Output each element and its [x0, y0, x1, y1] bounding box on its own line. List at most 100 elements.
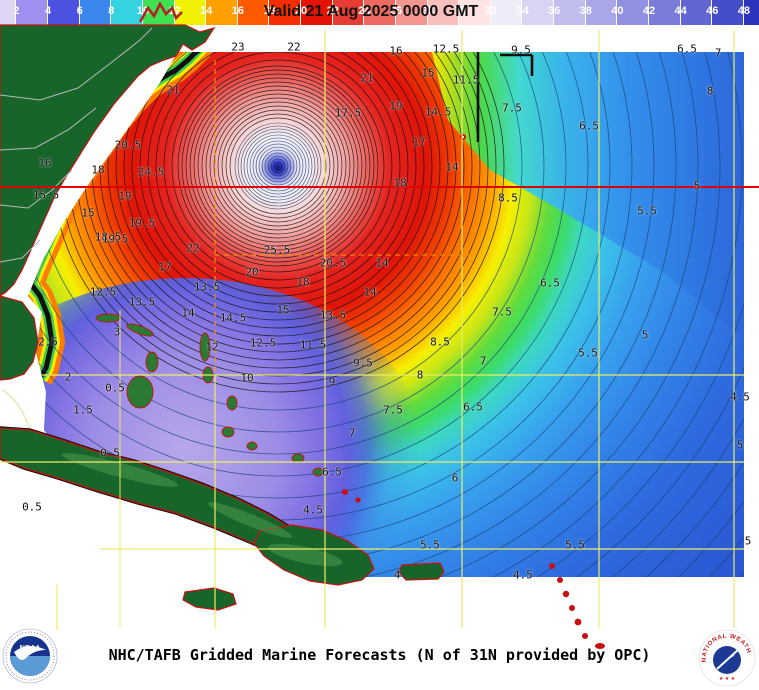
contour-label: 18	[91, 163, 105, 177]
contour-label: 22	[287, 40, 301, 54]
color-scale-cell	[712, 0, 744, 25]
contour-label: 6	[451, 471, 459, 485]
color-scale-cell	[237, 0, 270, 25]
contour-label: 4.5	[513, 568, 533, 582]
contour-label: 17	[412, 135, 426, 149]
terrain-texture	[62, 453, 343, 567]
map-background	[0, 25, 759, 632]
contour-label: 15	[276, 303, 290, 317]
contour-label: 9.5	[353, 356, 373, 370]
color-scale-cell	[490, 0, 523, 25]
contour-label: 21	[166, 83, 180, 97]
contour-label: 6.5	[579, 119, 599, 133]
contour-label: 3	[113, 325, 121, 339]
valid-time-text: Valid 21 Aug 2025 0000 GMT	[263, 3, 479, 20]
color-scale-cell	[174, 0, 207, 25]
contour-label: 12	[205, 340, 219, 354]
contour-label: 18.5	[94, 230, 122, 244]
color-scale-cell	[585, 0, 618, 25]
contour-label: 15	[81, 206, 95, 220]
contour-label: 14	[181, 306, 195, 320]
contour-label: 16	[389, 44, 403, 58]
contour-label: 14	[445, 160, 459, 174]
contour-label: 17.5	[334, 106, 362, 120]
contour-label: 6.5	[540, 276, 560, 290]
contour-label: 18	[393, 176, 407, 190]
contour-label: 15.5	[32, 188, 60, 202]
contour-label: 9	[328, 375, 336, 389]
contour-label: 6.5	[677, 42, 697, 56]
contour-label: 2	[64, 370, 72, 384]
bahamas-islands	[95, 313, 361, 503]
color-scale-cell	[206, 0, 238, 25]
contour-label: 7.5	[383, 403, 403, 417]
contour-label: 15	[421, 66, 435, 80]
contour-label: 8.5	[430, 335, 450, 349]
contour-label: 13.5	[319, 308, 347, 322]
contour-label: 24.5	[137, 165, 165, 179]
puerto-rico-land	[398, 562, 445, 581]
contour-label: 18	[296, 275, 310, 289]
nws-logo-stars: ★ ★ ★	[719, 676, 736, 682]
color-scale-cell	[680, 0, 713, 25]
svg-text:NATIONAL WEATHER SERVICE: NATIONAL WEATHER SERVICE	[0, 0, 752, 662]
contour-label: 7.5	[492, 305, 512, 319]
contour-label: 1.5	[73, 403, 93, 417]
contour-label: 14	[375, 256, 389, 270]
contour-label: 5	[641, 328, 649, 342]
contour-label: 16	[38, 156, 52, 170]
cuba-offshore-contour	[0, 426, 333, 568]
contour-label: 5	[744, 534, 752, 548]
contour-label: 19.5	[101, 232, 129, 246]
color-scale-cell	[0, 0, 17, 25]
color-scale-cell	[16, 0, 49, 25]
color-scale-cell	[332, 0, 365, 25]
contour-label: 11.5	[452, 73, 480, 87]
color-scale-cell	[427, 0, 460, 25]
contour-label: 4.5	[303, 503, 323, 517]
contour-label: 11.5	[299, 338, 327, 352]
contour-label: 10	[240, 371, 254, 385]
contour-label: 21	[360, 71, 374, 85]
gulf-faint-contours	[1, 389, 31, 471]
contour-label: 20	[245, 265, 259, 279]
color-scale-cell	[522, 0, 555, 25]
contour-label: 5	[736, 438, 744, 452]
bermuda-island	[460, 134, 466, 140]
contour-label: 20.5	[114, 138, 142, 152]
color-scale-cell	[48, 0, 80, 25]
contour-label: 7	[714, 46, 722, 60]
us-east-coast-land	[0, 24, 216, 297]
color-scale-cell	[648, 0, 681, 25]
jamaica-land	[182, 587, 237, 611]
contour-label: 4	[393, 568, 401, 582]
contour-label: 6.5	[322, 465, 342, 479]
chart-caption: NHC/TAFB Gridded Marine Forecasts (N of …	[108, 646, 651, 664]
color-scale-cell	[395, 0, 428, 25]
nws-logo-ring-text: NATIONAL WEATHER SERVICE	[0, 0, 752, 662]
contour-label: 8.5	[498, 191, 518, 205]
color-scale-cell	[459, 0, 491, 25]
lesser-antilles-islands	[549, 563, 605, 649]
bermuda-island-center	[461, 135, 465, 139]
color-scale-cell	[111, 0, 143, 25]
contour-label: 5.5	[637, 204, 657, 218]
contour-label: 7.5	[502, 101, 522, 115]
contour-label: 17	[158, 260, 172, 274]
contour-label: 0.5	[22, 500, 42, 514]
color-scale-cell	[364, 0, 396, 25]
contour-label: 6.5	[463, 400, 483, 414]
contour-label: 14.5	[424, 105, 452, 119]
zone-boundary-lines	[476, 52, 534, 142]
contour-label: 23	[231, 40, 245, 54]
contour-label: 22	[186, 241, 200, 255]
color-scale-cell	[79, 0, 112, 25]
color-scale-cell	[269, 0, 302, 25]
contour-label: 19	[389, 99, 403, 113]
contour-label: 9.5	[511, 43, 531, 57]
contour-label: 12.5	[249, 336, 277, 350]
